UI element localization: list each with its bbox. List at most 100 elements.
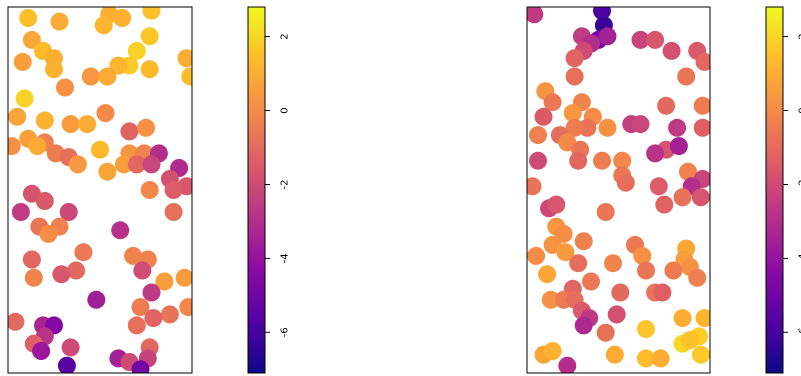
left-panel-point-58 [22, 250, 41, 269]
left-panel-point-18 [98, 67, 117, 86]
left-panel-point-24 [35, 111, 54, 130]
left-colorbar-tick-label-3: 0 [280, 107, 291, 113]
right-panel-point-67 [604, 254, 622, 273]
right-panel-point-66 [569, 254, 588, 273]
left-panel-point-6 [22, 30, 41, 49]
left-panel-point-28 [137, 118, 155, 137]
right-panel-point-56 [554, 224, 573, 243]
right-panel-point-54 [596, 203, 615, 221]
right-panel-point-77 [541, 290, 560, 309]
left-panel-point-12 [109, 56, 128, 75]
left-colorbar: -6 -4 -2 0 2 [247, 6, 291, 374]
right-panel-point-50 [655, 195, 674, 214]
right-panel-point-53 [691, 188, 710, 207]
right-panel-point-58 [574, 232, 593, 251]
left-panel-point-23 [8, 107, 27, 126]
right-panel-point-97 [558, 356, 577, 373]
left-colorbar-tick-label-4: 2 [280, 33, 291, 39]
right-panel-point-8 [646, 30, 665, 49]
left-panel-point-73 [144, 309, 163, 328]
right-colorbar-ticks: -6 -4 -2 0 2 [783, 33, 801, 337]
left-panel-point-68 [142, 283, 161, 302]
right-panel-point-92 [543, 342, 562, 360]
right-panel-point-10 [565, 49, 584, 68]
right-panel-point-7 [631, 30, 650, 49]
left-panel-point-27 [120, 122, 139, 141]
left-panel-point-69 [87, 290, 106, 309]
left-colorbar-tick-label-2: -2 [280, 180, 291, 190]
left-panel-point-17 [140, 60, 159, 79]
right-panel-point-71 [688, 268, 707, 287]
right-panel-point-95 [651, 349, 670, 368]
left-panel-point-40 [127, 155, 146, 174]
right-panel-point-19 [657, 96, 676, 115]
right-panel-point-41 [613, 151, 632, 170]
left-colorbar-ticks: -6 -4 -2 0 2 [265, 33, 291, 337]
left-panel-point-51 [11, 203, 30, 221]
right-panel-point-84 [695, 309, 710, 328]
left-panel-point-57 [111, 221, 130, 240]
left-panel-point-5 [142, 7, 161, 20]
right-panel-point-11 [662, 41, 681, 60]
right-panel-frame [526, 6, 711, 374]
right-panel-point-20 [693, 96, 710, 115]
left-panel-point-86 [57, 356, 76, 373]
right-panel-point-0 [527, 7, 544, 24]
right-panel-point-65 [527, 246, 546, 265]
left-panel-point-39 [114, 155, 133, 174]
right-panel-point-14 [565, 67, 584, 86]
left-panel-point-71 [179, 298, 192, 317]
left-panel-point-48 [164, 181, 183, 199]
right-panel-point-29 [668, 118, 687, 137]
right-panel-point-21 [563, 104, 582, 123]
left-panel-point-26 [78, 115, 97, 134]
right-panel-point-30 [693, 118, 710, 137]
right-panel-point-96 [691, 345, 710, 364]
right-panel [526, 6, 711, 374]
right-panel-point-28 [565, 118, 584, 137]
left-colorbar-tick-label-1: -4 [280, 253, 291, 263]
right-colorbar-tick-label-3: 0 [798, 107, 801, 113]
right-panel-point-38 [569, 151, 588, 170]
left-panel-point-50 [35, 192, 54, 210]
right-points-layer [527, 7, 710, 373]
left-panel-point-59 [74, 243, 93, 262]
left-panel-point-52 [59, 203, 78, 221]
right-panel-point-44 [616, 173, 635, 192]
left-panel-point-74 [8, 312, 25, 331]
right-colorbar-gradient [765, 6, 784, 374]
right-panel-point-69 [664, 261, 683, 280]
left-panel-frame [7, 6, 193, 374]
left-panel-point-15 [45, 60, 63, 79]
left-panel-point-21 [15, 89, 34, 108]
left-colorbar-tick-label-0: -6 [280, 327, 291, 337]
left-panel-point-62 [133, 261, 152, 280]
left-panel-point-53 [164, 203, 183, 221]
left-panel-point-63 [67, 261, 86, 280]
right-panel-point-83 [673, 309, 692, 328]
right-panel-point-49 [673, 188, 692, 207]
left-panel-point-13 [177, 49, 192, 68]
left-panel-point-66 [24, 268, 43, 287]
left-panel-point-75 [127, 316, 146, 335]
left-panel-point-65 [175, 268, 192, 287]
right-colorbar-tick-label-0: -6 [798, 327, 801, 337]
right-panel-point-26 [598, 118, 617, 137]
right-panel-point-39 [529, 151, 547, 170]
left-panel-point-72 [160, 305, 179, 324]
right-panel-point-25 [631, 115, 650, 134]
right-panel-point-94 [637, 349, 655, 368]
right-colorbar-tick-label-2: -2 [798, 180, 801, 190]
right-panel-point-4 [598, 27, 617, 46]
left-panel-point-70 [131, 298, 150, 317]
left-panel-point-3 [94, 16, 113, 35]
left-panel-point-32 [28, 137, 47, 156]
left-panel-point-16 [81, 67, 100, 86]
left-points-layer [8, 7, 192, 373]
left-panel-point-37 [91, 140, 109, 159]
right-colorbar-tick-label-4: 2 [798, 33, 801, 39]
right-panel-point-93 [605, 345, 624, 364]
left-panel [7, 6, 193, 374]
right-panel-point-23 [534, 107, 553, 126]
